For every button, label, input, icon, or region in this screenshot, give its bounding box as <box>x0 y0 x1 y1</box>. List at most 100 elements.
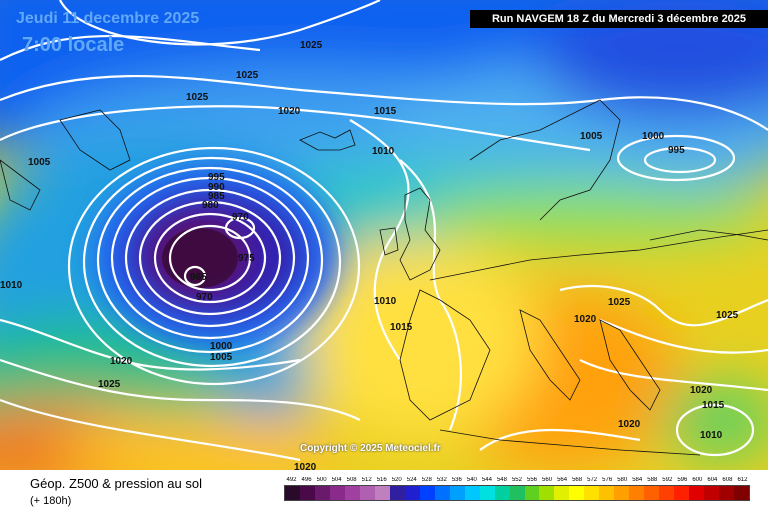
legend-swatch <box>464 486 480 500</box>
legend-swatch <box>599 486 615 500</box>
isobar-label: 1000 <box>642 131 665 142</box>
isobar-label: 1005 <box>28 157 51 168</box>
isobar-label: 1020 <box>618 419 641 430</box>
legend-swatch <box>344 486 360 500</box>
legend-swatch <box>494 486 510 500</box>
legend-swatch <box>449 486 465 500</box>
legend-swatch <box>584 486 600 500</box>
legend-label: 504 <box>331 477 342 483</box>
legend-swatch <box>404 486 420 500</box>
isobar-label: 990 <box>208 182 225 193</box>
legend-label: 608 <box>722 477 733 483</box>
legend-label: 564 <box>557 477 568 483</box>
isobar-label: 1015 <box>702 400 725 411</box>
legend-label: 512 <box>361 477 372 483</box>
legend-label: 520 <box>391 477 402 483</box>
legend-label: 544 <box>481 477 492 483</box>
legend-swatch <box>704 486 720 500</box>
isobar-label: 995 <box>668 145 685 156</box>
legend-swatch <box>359 486 375 500</box>
isobar-label: 1025 <box>608 297 631 308</box>
legend-label: 576 <box>602 477 613 483</box>
legend-label: 596 <box>677 477 688 483</box>
isobar-label: 1025 <box>716 310 739 321</box>
isobar-label: 1010 <box>372 146 395 157</box>
isobar-label: 975 <box>238 253 255 264</box>
legend-label: 528 <box>421 477 432 483</box>
color-legend: 492 496 500 504 508 512 516 520 524 528 532 536 540 5… <box>284 477 750 501</box>
isobar-label: 1010 <box>374 296 397 307</box>
map-footer: Géop. Z500 & pression au sol (+ 180h) 49… <box>0 470 768 512</box>
isobar-label: 1020 <box>574 314 597 325</box>
legend-swatch <box>524 486 540 500</box>
legend-swatches <box>284 485 750 501</box>
map-product-title: Géop. Z500 & pression au sol <box>30 476 202 491</box>
legend-swatch <box>434 486 450 500</box>
legend-swatch <box>614 486 630 500</box>
legend-label: 612 <box>737 477 748 483</box>
legend-swatch <box>629 486 645 500</box>
legend-label: 508 <box>346 477 357 483</box>
run-info-banner: Run NAVGEM 18 Z du Mercredi 3 décembre 2… <box>470 10 768 28</box>
isobar-label: 1020 <box>110 356 133 367</box>
legend-swatch <box>719 486 735 500</box>
legend-swatch <box>569 486 585 500</box>
legend-label: 492 <box>286 477 297 483</box>
legend-swatch <box>329 486 345 500</box>
copyright-notice: Copyright © 2025 Meteociel.fr <box>300 443 441 454</box>
isobar-label: 1025 <box>186 92 209 103</box>
isobar-label: 1000 <box>210 341 233 352</box>
legend-label: 604 <box>707 477 718 483</box>
isobar-label: 1005 <box>580 131 603 142</box>
legend-label: 580 <box>617 477 628 483</box>
legend-swatch <box>674 486 690 500</box>
isobar-label-group: 1025 1025 1025 1020 1015 1010 1005 1000 … <box>0 40 739 470</box>
legend-label: 572 <box>587 477 598 483</box>
forecast-lead-time: (+ 180h) <box>30 495 72 507</box>
map-canvas: 1025 1025 1025 1020 1015 1010 1005 1000 … <box>0 0 768 470</box>
legend-label: 568 <box>572 477 583 483</box>
isobar-label: 1020 <box>690 385 713 396</box>
legend-swatch <box>314 486 330 500</box>
isobar-label: 1020 <box>294 462 317 470</box>
isobar-label: 985 <box>208 191 225 202</box>
legend-swatch <box>539 486 555 500</box>
isobar-label: 995 <box>208 172 225 183</box>
isobar-label: 1015 <box>390 322 413 333</box>
legend-swatch <box>479 486 495 500</box>
legend-label: 552 <box>511 477 522 483</box>
legend-swatch <box>509 486 525 500</box>
isobar-label: 1025 <box>236 70 259 81</box>
legend-label: 548 <box>496 477 507 483</box>
isobar-label: 1020 <box>278 106 301 117</box>
low-center <box>162 228 238 288</box>
isobar-label: 1010 <box>700 430 723 441</box>
legend-swatch <box>734 486 750 500</box>
legend-label: 536 <box>451 477 462 483</box>
isobar-label: 965 <box>190 272 207 283</box>
legend-label: 592 <box>662 477 673 483</box>
legend-label: 524 <box>406 477 417 483</box>
legend-label: 588 <box>647 477 658 483</box>
isobar-label: 1025 <box>300 40 323 51</box>
legend-label: 556 <box>527 477 538 483</box>
isobar-label: 970 <box>196 292 213 303</box>
legend-swatch <box>285 486 300 500</box>
legend-swatch <box>659 486 675 500</box>
legend-label: 500 <box>316 477 327 483</box>
isobar-label: 1015 <box>374 106 397 117</box>
legend-swatch <box>374 486 390 500</box>
legend-swatch <box>644 486 660 500</box>
legend-label: 532 <box>436 477 447 483</box>
legend-label: 584 <box>632 477 643 483</box>
legend-swatch <box>299 486 315 500</box>
forecast-date: Jeudi 11 decembre 2025 <box>16 10 200 27</box>
legend-swatch <box>689 486 705 500</box>
isobar-label: 1010 <box>0 280 23 291</box>
legend-label: 540 <box>466 477 477 483</box>
isobar-label: 970 <box>232 212 249 223</box>
legend-labels: 492 496 500 504 508 512 516 520 524 528 532 536 540 5… <box>284 477 750 483</box>
legend-swatch <box>389 486 405 500</box>
weather-map: 1025 1025 1025 1020 1015 1010 1005 1000 … <box>0 0 768 470</box>
isobar-label: 1005 <box>210 352 233 363</box>
